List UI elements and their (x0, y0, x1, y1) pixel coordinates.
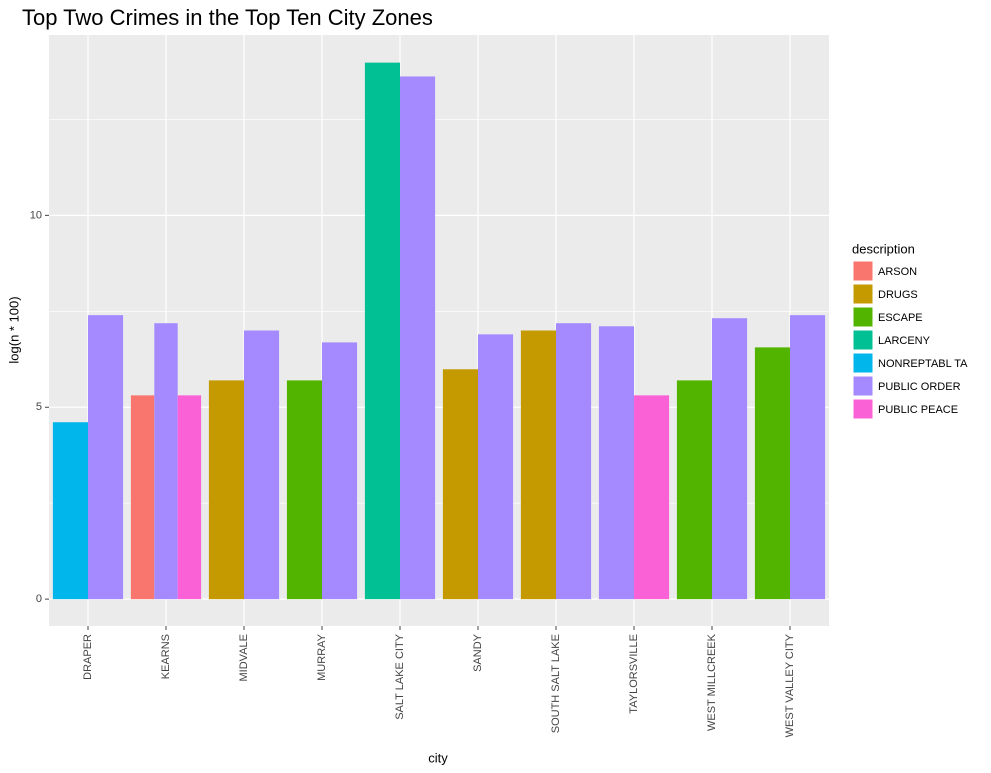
bar (52, 422, 88, 600)
x-axis-label: city (428, 750, 448, 765)
bar (754, 347, 790, 600)
legend-key (852, 329, 874, 351)
bar (364, 62, 400, 600)
bar (634, 395, 670, 600)
x-tick-label: WEST VALLEY CITY (784, 633, 796, 737)
x-tick-label: SALT LAKE CITY (394, 633, 406, 719)
bar (177, 395, 202, 600)
x-tick-label: MURRAY (316, 633, 328, 681)
x-tick-label: MIDVALE (238, 634, 250, 681)
bar (598, 326, 634, 600)
x-tick-label: WEST MILLCREEK (706, 633, 718, 731)
x-tick-label: TAYLORSVILLE (628, 634, 640, 714)
legend-key (852, 283, 874, 305)
bar (442, 369, 478, 600)
bar (676, 380, 712, 600)
legend-label: ARSON (878, 266, 917, 278)
legend-key (852, 398, 874, 420)
legend-label: DRUGS (878, 289, 918, 301)
y-axis-label: log(n * 100) (6, 296, 21, 363)
legend-label: NONREPTABL TA (878, 358, 968, 370)
legend-key (852, 375, 874, 397)
legend-label: LARCENY (878, 335, 931, 347)
legend-key (852, 352, 874, 374)
bar (556, 323, 592, 600)
bar (286, 380, 322, 600)
legend-label: ESCAPE (878, 312, 923, 324)
y-tick-label: 10 (30, 209, 42, 221)
x-tick-label: SOUTH SALT LAKE (550, 634, 562, 733)
bar (208, 380, 244, 600)
x-tick-label: KEARNS (160, 634, 172, 679)
bar (154, 323, 178, 600)
bar (400, 76, 436, 600)
legend-title: description (852, 241, 915, 256)
y-tick-label: 0 (36, 593, 42, 605)
bar (130, 395, 155, 600)
x-tick-label: DRAPER (82, 634, 94, 680)
legend-key (852, 260, 874, 282)
bar (520, 330, 556, 600)
bar (322, 342, 358, 600)
legend-label: PUBLIC PEACE (878, 404, 958, 416)
x-tick-label: SANDY (472, 633, 484, 672)
bar (790, 315, 826, 600)
bar (478, 334, 514, 600)
legend-key (852, 306, 874, 328)
chart-title: Top Two Crimes in the Top Ten City Zones (22, 5, 433, 30)
legend-label: PUBLIC ORDER (878, 381, 961, 393)
bar (244, 330, 280, 600)
y-tick-label: 5 (36, 401, 42, 413)
bar (712, 318, 748, 600)
bar (88, 315, 124, 600)
